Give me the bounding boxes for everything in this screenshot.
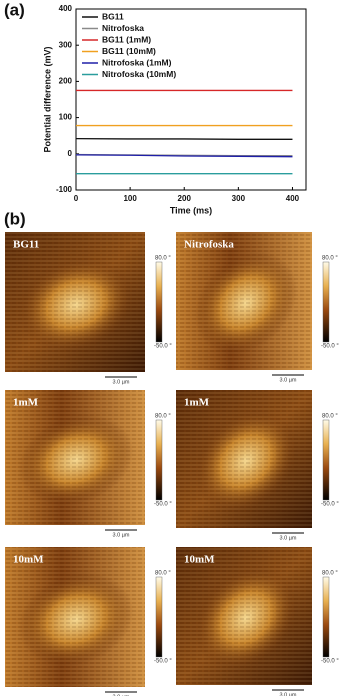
x-tick-label: 400	[286, 194, 300, 203]
texture	[5, 390, 145, 525]
y-tick-label: 0	[68, 149, 73, 158]
colorbar	[322, 419, 330, 501]
panel-label: (b)	[4, 209, 26, 228]
y-tick-label: 400	[59, 4, 73, 13]
scale-bar-label: 3.0 µm	[113, 379, 130, 385]
texture	[176, 547, 312, 685]
texture	[5, 547, 145, 687]
legend-label: BG11	[102, 11, 124, 21]
legend-label: BG11 (10mM)	[102, 46, 156, 56]
y-axis-title: Potential difference (mV)	[42, 46, 52, 152]
scale-bar-label: 3.0 µm	[280, 692, 297, 696]
colorbar	[155, 261, 163, 343]
colorbar-max: 80.0 °	[155, 571, 171, 577]
y-tick-label: 300	[59, 40, 73, 49]
image-label: Nitrofoska	[184, 239, 234, 251]
afm-image: 1mM 3.0 µm 80.0 ° -50.0 °	[176, 390, 339, 541]
texture	[176, 390, 312, 528]
scale-bar-label: 3.0 µm	[280, 377, 297, 383]
colorbar-max: 80.0 °	[322, 571, 338, 577]
legend-label: Nitrofoska (1mM)	[102, 57, 172, 67]
x-axis-title: Time (ms)	[170, 205, 212, 215]
image-label: 10mM	[13, 554, 44, 566]
legend-label: Nitrofoska	[102, 23, 144, 33]
colorbar	[322, 576, 330, 658]
afm-image: Nitrofoska 3.0 µm 80.0 ° -50.0 °	[176, 232, 339, 383]
colorbar	[155, 576, 163, 658]
y-tick-label: -100	[56, 185, 73, 194]
colorbar-min: -50.0 °	[321, 344, 339, 350]
image-label: 1mM	[13, 397, 39, 409]
y-tick-label: 200	[59, 77, 73, 86]
x-tick-label: 300	[232, 194, 246, 203]
afm-image: 10mM 3.0 µm 80.0 ° -50.0 °	[5, 547, 172, 696]
colorbar-max: 80.0 °	[322, 256, 338, 262]
scale-bar-label: 3.0 µm	[280, 535, 297, 541]
colorbar-min: -50.0 °	[321, 659, 339, 665]
colorbar-max: 80.0 °	[322, 414, 338, 420]
afm-image: 10mM 3.0 µm 80.0 ° -50.0 °	[176, 547, 339, 696]
series-line	[75, 154, 293, 158]
plot-frame	[75, 8, 307, 191]
x-tick-label: 100	[123, 194, 137, 203]
x-tick-label: 200	[178, 194, 192, 203]
panel-label: (a)	[4, 0, 25, 19]
colorbar-min: -50.0 °	[321, 502, 339, 508]
afm-image: 1mM 3.0 µm 80.0 ° -50.0 °	[5, 390, 172, 538]
colorbar-max: 80.0 °	[155, 414, 171, 420]
afm-image: BG11 3.0 µm 80.0 ° -50.0 °	[5, 232, 172, 385]
colorbar	[155, 419, 163, 501]
colorbar-min: -50.0 °	[154, 502, 172, 508]
colorbar-min: -50.0 °	[154, 659, 172, 665]
legend-label: BG11 (1mM)	[102, 34, 151, 44]
y-tick-label: 100	[59, 113, 73, 122]
image-label: 1mM	[184, 397, 210, 409]
series-line	[75, 137, 293, 140]
colorbar	[322, 261, 330, 343]
image-label: 10mM	[184, 554, 215, 566]
colorbar-max: 80.0 °	[155, 256, 171, 262]
colorbar-min: -50.0 °	[154, 344, 172, 350]
texture	[5, 232, 145, 372]
scale-bar-label: 3.0 µm	[113, 532, 130, 538]
image-label: BG11	[13, 239, 39, 251]
texture	[176, 232, 312, 370]
legend-label: Nitrofoska (10mM)	[102, 69, 176, 79]
x-tick-label: 0	[74, 194, 79, 203]
scale-bar-label: 3.0 µm	[113, 694, 130, 696]
